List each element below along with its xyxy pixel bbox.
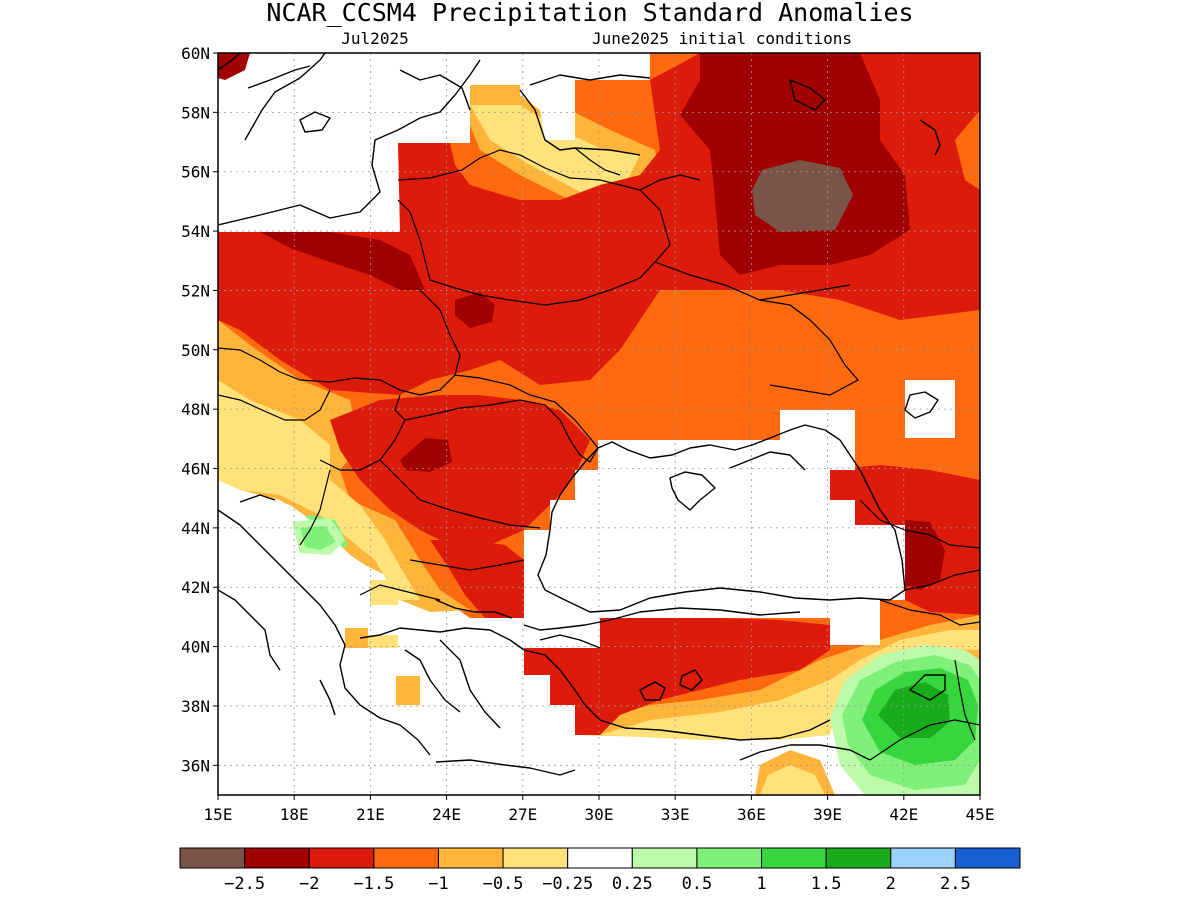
- colorbar-swatch: [631, 847, 698, 869]
- lon-tick-label: 24E: [432, 805, 461, 824]
- colorbar-swatch: [696, 847, 763, 869]
- anomaly-field-darkred-cell1: [455, 292, 495, 328]
- colorbar-label: 0.25: [612, 874, 653, 894]
- country-borders: [218, 147, 980, 761]
- lon-tick-label: 36E: [737, 805, 766, 824]
- lat-tick-label: 50N: [181, 341, 210, 360]
- anomaly-field-brown: [752, 160, 853, 232]
- colorbar-swatch: [890, 847, 956, 869]
- colorbar-swatch: [373, 847, 439, 869]
- map-panel: [218, 53, 980, 795]
- lat-tick-label: 60N: [181, 44, 210, 63]
- colorbar-swatch: [437, 847, 504, 869]
- colorbar-swatch: [761, 847, 827, 869]
- anomaly-field-light-orange-west: [218, 320, 470, 612]
- colorbar-label: 2: [886, 874, 896, 894]
- lon-tick-label: 15E: [204, 805, 233, 824]
- lat-tick-label: 54N: [181, 222, 210, 241]
- mask-balkan-aegean: [218, 480, 760, 795]
- anomaly-field-red-anatolia: [524, 618, 830, 735]
- anomaly-field-yellow-greece1: [368, 635, 398, 648]
- lon-tick-label: 21E: [356, 805, 385, 824]
- lon-tick-label: 42E: [889, 805, 918, 824]
- figure-title: NCAR_CCSM4 Precipitation Standard Anomal…: [266, 0, 913, 27]
- anomaly-field-yellow-west: [218, 380, 420, 600]
- lat-tick-label: 42N: [181, 578, 210, 597]
- anomaly-field-yellow-bosnia: [370, 580, 398, 605]
- lat-tick-label: 36N: [181, 756, 210, 775]
- colorbar-swatch: [308, 847, 375, 869]
- anomaly-field-darkred-nw: [218, 53, 250, 80]
- lat-tick-label: 46N: [181, 460, 210, 479]
- colorbar-label: 2.5: [940, 874, 971, 894]
- lon-tick-label: 18E: [280, 805, 309, 824]
- colorbar-swatch: [244, 847, 310, 869]
- lat-tick-label: 58N: [181, 103, 210, 122]
- lat-tick-label: 52N: [181, 281, 210, 300]
- lat-tick-label: 40N: [181, 638, 210, 657]
- colorbar-label: 1: [756, 874, 766, 894]
- anomaly-field-red-central: [330, 395, 590, 545]
- lat-tick-label: 38N: [181, 697, 210, 716]
- colorbar-swatch: [567, 847, 633, 869]
- lon-tick-label: 27E: [508, 805, 537, 824]
- colorbar-label: −1: [428, 874, 448, 894]
- mask-scandinavia: [218, 53, 470, 232]
- lat-tick-label: 44N: [181, 519, 210, 538]
- anomaly-field-darkred-west: [260, 232, 425, 290]
- anomaly-field-darkred-cell2: [400, 438, 452, 472]
- colorbar-swatch: [179, 847, 246, 869]
- coastlines: [218, 53, 946, 776]
- colorbar-label: 0.5: [682, 874, 713, 894]
- anomaly-field-red-balkan: [430, 540, 524, 618]
- anomaly-field-lorange-greece2: [396, 676, 420, 705]
- mask-caspian-nw: [905, 380, 955, 438]
- anomaly-field-yellow-north: [470, 105, 640, 192]
- lon-tick-label: 30E: [585, 805, 614, 824]
- lon-tick-label: 39E: [813, 805, 842, 824]
- colorbar-label: −2.5: [224, 874, 265, 894]
- colorbar-swatch: [954, 847, 1021, 869]
- lat-axis: 60N 58N 56N 54N 52N 50N 48N 46N 44N 42N 40N 38N 36N: [181, 44, 218, 775]
- colorbar-label: −1.5: [353, 874, 394, 894]
- subtitle-init: June2025 initial conditions: [592, 29, 852, 48]
- lat-tick-label: 48N: [181, 400, 210, 419]
- colorbar: −2.5 −2 −1.5 −1 −0.5 −0.25 0.25 0.5 1 1.5 2 2.5: [179, 847, 1021, 894]
- mask-black-sea: [524, 410, 905, 648]
- lon-tick-label: 33E: [661, 805, 690, 824]
- anomaly-field-yellow-se: [760, 765, 825, 795]
- lon-tick-label: 45E: [966, 805, 995, 824]
- lat-tick-label: 56N: [181, 163, 210, 182]
- colorbar-label: −0.5: [483, 874, 524, 894]
- anomaly-field-lorange-greece1: [345, 628, 368, 648]
- colorbar-label: −0.25: [542, 874, 593, 894]
- colorbar-swatch: [502, 847, 569, 869]
- grid-lines: [218, 53, 980, 795]
- colorbar-label: −2: [299, 874, 319, 894]
- colorbar-swatch: [825, 847, 892, 869]
- lon-axis: 15E 18E 21E 24E 27E 30E 33E 36E 39E 42E 45E: [204, 795, 995, 824]
- colorbar-label: 1.5: [811, 874, 842, 894]
- subtitle-month: Jul2025: [341, 29, 408, 48]
